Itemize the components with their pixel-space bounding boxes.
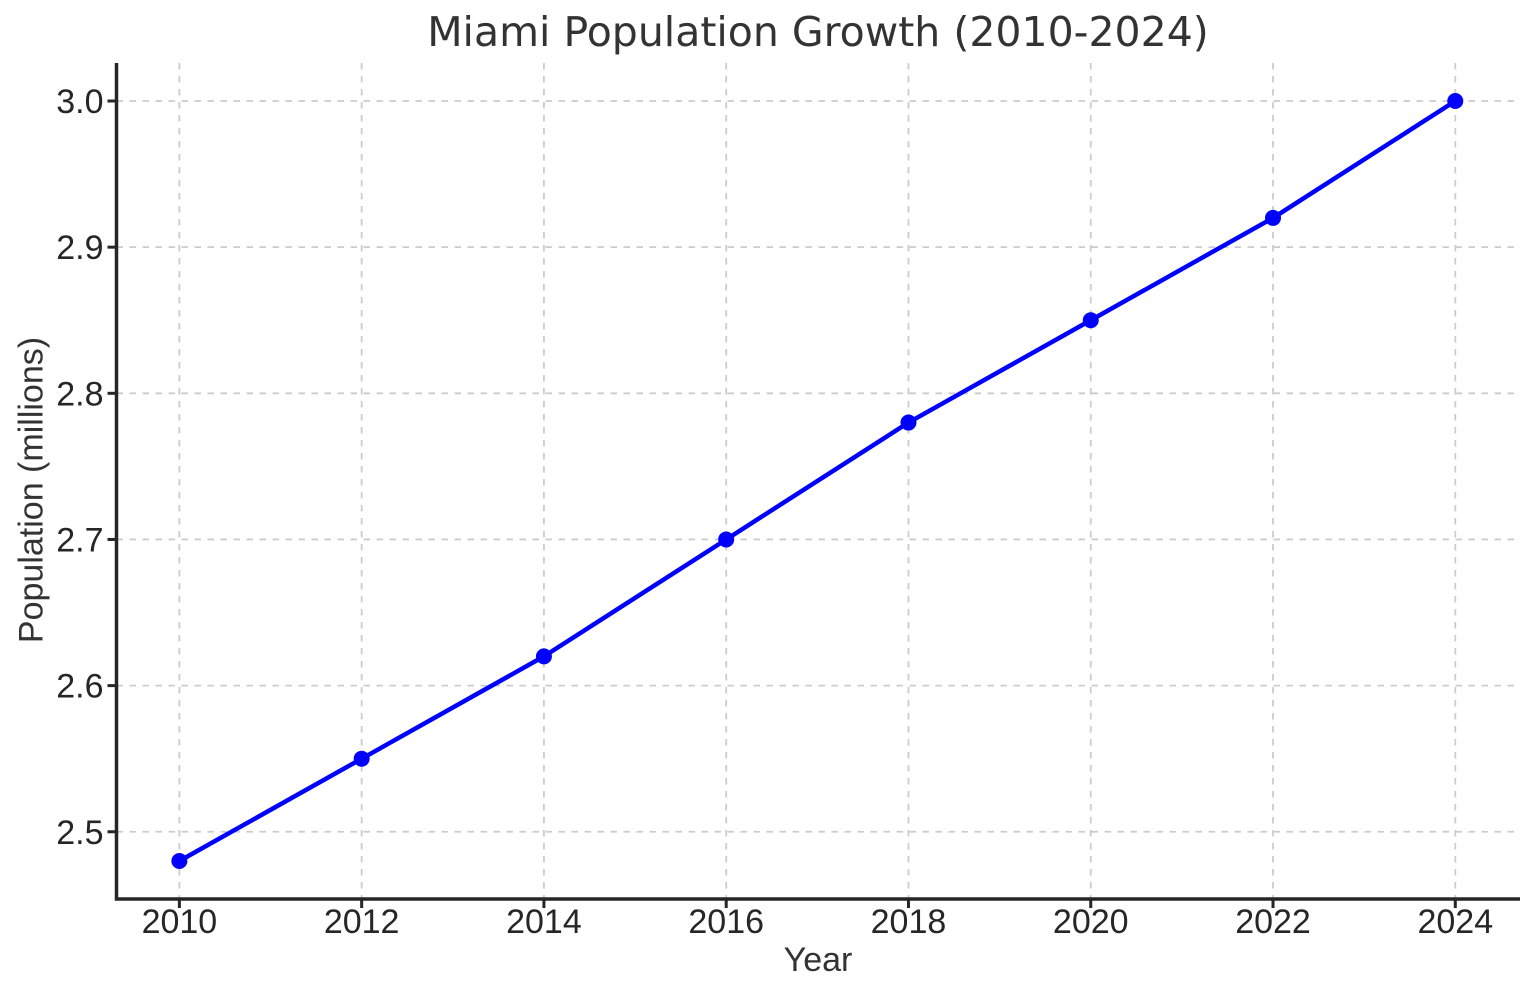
data-point-marker: [1265, 209, 1282, 226]
y-tick-label: 2.9: [56, 229, 103, 267]
series-line: [177, 98, 1458, 864]
y-tick-label: 2.6: [56, 668, 103, 706]
x-tick-label: 2014: [506, 903, 582, 941]
data-point-marker: [171, 853, 188, 869]
y-tick-label: 2.7: [56, 521, 103, 559]
data-point-marker: [1082, 312, 1099, 329]
data-point-marker: [1447, 93, 1464, 109]
x-tick-label: 2020: [1053, 903, 1129, 941]
y-tick-label: 2.5: [56, 814, 103, 852]
x-tick-label: 2010: [142, 903, 218, 941]
data-point-marker: [900, 414, 917, 431]
x-tick-label: 2022: [1235, 903, 1311, 941]
x-axis-label: Year: [783, 941, 853, 979]
x-tick-label: 2012: [324, 903, 400, 941]
data-point-marker: [353, 750, 370, 767]
axis-spines: [114, 63, 1520, 901]
y-tick-label: 2.8: [56, 375, 103, 413]
data-point-marker: [718, 531, 735, 548]
data-point-marker: [535, 648, 552, 665]
x-tick-label: 2024: [1417, 903, 1493, 941]
x-tick-label: 2018: [871, 903, 947, 941]
chart-title: Miami Population Growth (2010-2024): [427, 8, 1209, 56]
x-tick-label: 2016: [688, 903, 764, 941]
y-tick-label: 3.0: [56, 83, 103, 121]
y-axis-label: Population (millions): [12, 336, 51, 644]
